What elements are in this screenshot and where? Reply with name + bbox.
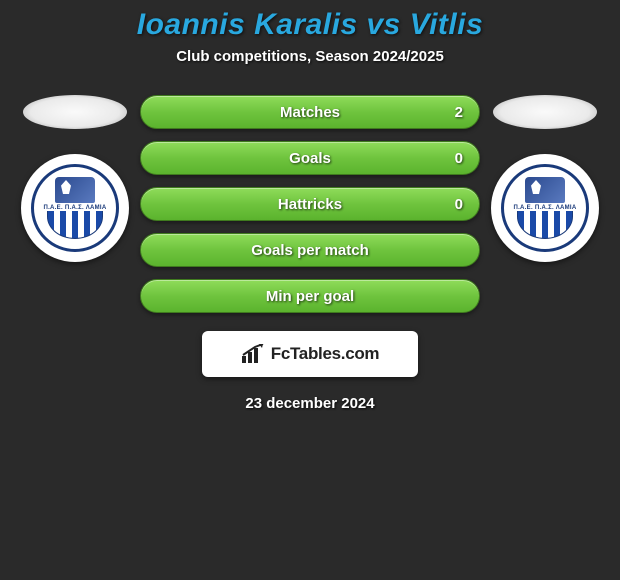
stat-value: 2 bbox=[455, 104, 463, 121]
player-photo-placeholder-right bbox=[493, 95, 597, 129]
player-photo-placeholder-left bbox=[23, 95, 127, 129]
branding-text: FcTables.com bbox=[271, 344, 380, 364]
crest-emblem bbox=[525, 177, 565, 203]
stat-row-goals-per-match: Goals per match bbox=[140, 233, 480, 267]
stat-label: Min per goal bbox=[266, 288, 354, 305]
infographic-container: Ioannis Karalis vs Vitlis Club competiti… bbox=[0, 0, 620, 412]
stat-row-hattricks: Hattricks 0 bbox=[140, 187, 480, 221]
page-subtitle: Club competitions, Season 2024/2025 bbox=[176, 48, 444, 65]
stat-row-goals: Goals 0 bbox=[140, 141, 480, 175]
stat-label: Goals per match bbox=[251, 242, 369, 259]
stat-row-min-per-goal: Min per goal bbox=[140, 279, 480, 313]
right-player-col: Π.Α.Ε. Π.Α.Σ. ΛΑΜΙΑ bbox=[490, 95, 600, 262]
left-player-col: Π.Α.Ε. Π.Α.Σ. ΛΑΜΙΑ bbox=[20, 95, 130, 262]
main-row: Π.Α.Ε. Π.Α.Σ. ΛΑΜΙΑ Matches 2 Goals 0 Ha… bbox=[0, 95, 620, 313]
club-crest-right: Π.Α.Ε. Π.Α.Σ. ΛΑΜΙΑ bbox=[491, 154, 599, 262]
date-label: 23 december 2024 bbox=[245, 395, 374, 412]
crest-inner: Π.Α.Ε. Π.Α.Σ. ΛΑΜΙΑ bbox=[31, 164, 119, 252]
stat-row-matches: Matches 2 bbox=[140, 95, 480, 129]
stats-column: Matches 2 Goals 0 Hattricks 0 Goals per … bbox=[140, 95, 480, 313]
crest-emblem bbox=[55, 177, 95, 203]
stat-value: 0 bbox=[455, 150, 463, 167]
page-title: Ioannis Karalis vs Vitlis bbox=[137, 8, 484, 42]
stat-value: 0 bbox=[455, 196, 463, 213]
stat-label: Hattricks bbox=[278, 196, 342, 213]
stat-label: Goals bbox=[289, 150, 331, 167]
crest-inner: Π.Α.Ε. Π.Α.Σ. ΛΑΜΙΑ bbox=[501, 164, 589, 252]
crest-stripes bbox=[47, 211, 103, 239]
bar-chart-icon bbox=[241, 344, 265, 364]
branding-link[interactable]: FcTables.com bbox=[202, 331, 418, 377]
crest-stripes bbox=[517, 211, 573, 239]
club-crest-left: Π.Α.Ε. Π.Α.Σ. ΛΑΜΙΑ bbox=[21, 154, 129, 262]
stat-label: Matches bbox=[280, 104, 340, 121]
